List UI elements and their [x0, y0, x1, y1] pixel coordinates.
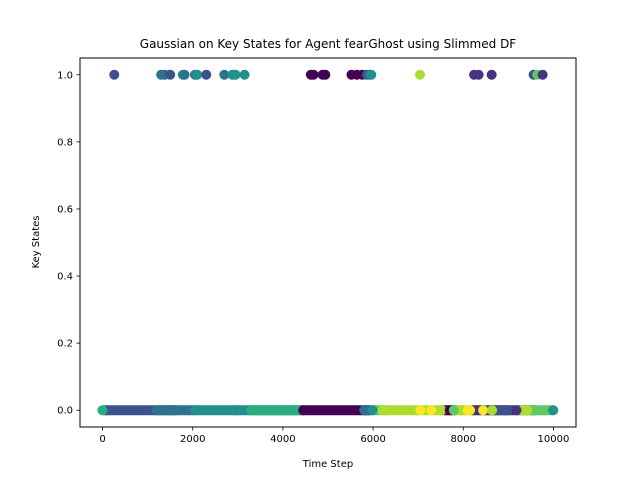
data-point: [540, 405, 551, 416]
data-point: [109, 69, 120, 80]
data-point: [436, 405, 447, 416]
x-tick-label: 6000: [360, 434, 385, 445]
data-point: [473, 69, 484, 80]
x-axis-title: Time Step: [302, 459, 353, 470]
data-point: [522, 405, 533, 416]
data-point: [486, 69, 497, 80]
data-point: [359, 405, 370, 416]
data-point: [478, 405, 489, 416]
y-tick-label: 0.0: [57, 406, 73, 417]
data-point: [448, 405, 459, 416]
y-axis: 0.0 0.2 0.4 0.6 0.8 1.0: [57, 70, 80, 417]
data-point: [511, 405, 522, 416]
plot-frame: [79, 57, 577, 428]
y-tick-label: 0.8: [57, 137, 73, 148]
data-marks: [97, 69, 559, 416]
x-axis: 0 2000 4000 6000 8000 10000: [99, 427, 569, 445]
data-point: [308, 69, 319, 80]
data-point: [415, 405, 426, 416]
data-point: [239, 69, 250, 80]
data-point: [414, 69, 425, 80]
x-tick-label: 2000: [180, 434, 205, 445]
data-point: [168, 405, 179, 416]
y-tick-label: 0.2: [57, 339, 73, 350]
data-point: [201, 69, 212, 80]
data-point: [426, 405, 437, 416]
x-tick-label: 8000: [451, 434, 476, 445]
data-point: [502, 405, 513, 416]
data-point: [230, 69, 241, 80]
chart-title: Gaussian on Key States for Agent fearGho…: [140, 37, 517, 51]
data-point: [367, 405, 378, 416]
x-tick-label: 4000: [270, 434, 295, 445]
y-tick-label: 1.0: [57, 70, 73, 81]
data-point: [533, 405, 544, 416]
data-point: [487, 405, 498, 416]
y-tick-label: 0.4: [57, 272, 73, 283]
data-point: [548, 405, 559, 416]
data-point: [219, 69, 230, 80]
data-point: [179, 69, 190, 80]
x-tick-label: 0: [99, 434, 105, 445]
data-point: [366, 69, 377, 80]
data-point: [320, 69, 331, 80]
data-point: [165, 69, 176, 80]
data-point: [381, 405, 392, 416]
data-point: [97, 405, 108, 416]
y-axis-title: Key States: [31, 216, 42, 269]
data-point: [537, 69, 548, 80]
y-tick-label: 0.6: [57, 204, 73, 215]
x-tick-label: 10000: [538, 434, 570, 445]
data-point: [192, 69, 203, 80]
data-point: [465, 405, 476, 416]
